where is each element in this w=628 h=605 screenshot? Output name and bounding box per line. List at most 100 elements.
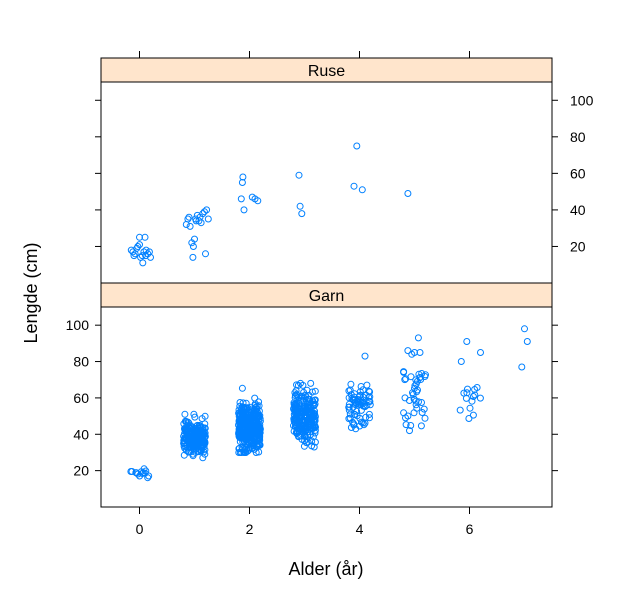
- point-garn-age-6: [462, 394, 470, 402]
- point-ruse: [139, 259, 147, 267]
- point-garn: [414, 334, 422, 342]
- point-garn-age-5: [401, 376, 409, 384]
- point-garn-age-5: [418, 409, 426, 416]
- point-ruse: [404, 190, 412, 197]
- point-garn-age-1: [198, 442, 206, 450]
- point-ruse: [203, 206, 211, 214]
- point-garn-age-3: [303, 419, 311, 427]
- strips: Ruse Garn: [100, 57, 553, 308]
- point-garn-age-3: [298, 392, 306, 400]
- point-garn-age-5: [410, 409, 418, 417]
- y-tick-label: 100: [66, 317, 90, 333]
- y-tick-label: 20: [570, 238, 586, 254]
- point-ruse: [136, 233, 143, 241]
- point-ruse: [239, 173, 247, 181]
- point-ruse: [186, 222, 194, 230]
- point-garn-age-3: [297, 379, 304, 387]
- point-garn-age-1: [201, 424, 209, 432]
- point-garn-age-6: [473, 384, 481, 391]
- point-garn-age-5: [405, 397, 413, 404]
- point-garn-age-4: [351, 398, 359, 406]
- point-ruse: [184, 215, 192, 223]
- point-garn: [404, 347, 412, 355]
- y-tick-label: 40: [570, 202, 586, 218]
- point-garn-age-3: [291, 409, 299, 417]
- point-garn-age-2: [241, 438, 249, 446]
- y-tick-label: 20: [73, 463, 89, 479]
- point-ruse: [240, 206, 248, 214]
- point-garn-age-5: [409, 391, 417, 398]
- data-points: [127, 142, 531, 482]
- point-garn-age-3: [304, 408, 312, 416]
- point-garn-age-3: [310, 402, 318, 409]
- point-garn-age-3: [310, 411, 317, 419]
- point-garn-age-3: [293, 391, 301, 399]
- point-garn: [477, 349, 484, 356]
- point-garn-age-3: [299, 428, 307, 436]
- point-garn-age-2: [255, 398, 263, 406]
- point-garn-age-1: [191, 413, 199, 421]
- point-ruse: [254, 197, 262, 205]
- point-garn-age-3: [311, 387, 319, 395]
- point-garn-age-2: [240, 419, 248, 427]
- point-garn-age-6: [476, 394, 484, 402]
- point-garn-age-0: [128, 468, 136, 475]
- point-garn-age-4: [366, 398, 374, 405]
- point-garn-age-3: [310, 418, 318, 426]
- point-garn-age-4: [361, 403, 369, 411]
- point-garn-age-2: [253, 424, 261, 432]
- point-garn-age-5: [411, 382, 419, 390]
- x-tick-label: 2: [246, 521, 254, 537]
- point-garn-age-1: [181, 410, 189, 418]
- point-garn-age-4: [346, 410, 354, 418]
- point-garn-age-1: [182, 428, 190, 436]
- point-garn-age-2: [242, 445, 250, 453]
- point-ruse: [134, 243, 142, 250]
- point-garn-age-2: [242, 449, 250, 456]
- point-ruse: [197, 219, 205, 227]
- point-garn-age-2: [237, 409, 245, 417]
- point-ruse: [136, 241, 143, 249]
- point-garn-age-6: [456, 406, 464, 414]
- point-garn-age-2: [255, 411, 263, 419]
- point-garn-age-4: [357, 383, 365, 390]
- point-garn-age-5: [402, 414, 409, 422]
- point-garn-age-2: [235, 444, 243, 452]
- point-garn-age-5: [417, 422, 425, 430]
- point-garn-age-2: [252, 418, 260, 425]
- point-garn-age-2: [235, 425, 243, 433]
- point-garn-age-1: [193, 432, 201, 440]
- point-garn-age-0: [144, 474, 152, 482]
- point-garn: [523, 338, 531, 345]
- point-garn-age-4: [346, 414, 354, 422]
- point-garn-age-2: [248, 408, 255, 416]
- point-garn-age-5: [421, 373, 429, 380]
- point-garn-age-2: [237, 432, 245, 440]
- point-garn-age-3: [306, 431, 314, 439]
- point-garn-age-3: [311, 426, 319, 434]
- point-garn-age-5: [420, 405, 428, 413]
- point-garn-age-2: [244, 428, 251, 436]
- point-garn-age-6: [466, 404, 474, 412]
- point-garn: [463, 338, 471, 345]
- point-garn: [521, 325, 528, 333]
- y-tick-label: 40: [73, 426, 89, 442]
- point-garn: [457, 358, 465, 365]
- point-garn-age-2: [251, 401, 259, 409]
- point-garn-age-4: [345, 387, 353, 395]
- point-garn-age-2: [256, 441, 264, 448]
- point-garn-age-1: [189, 432, 197, 440]
- point-garn-age-4: [350, 420, 358, 428]
- point-garn-age-2: [247, 437, 255, 445]
- point-garn: [408, 350, 416, 358]
- point-garn-age-4: [357, 406, 365, 414]
- point-garn-age-3: [304, 395, 312, 403]
- strip-ruse: [100, 57, 553, 83]
- point-garn-age-5: [418, 399, 425, 406]
- point-garn-age-3: [305, 391, 313, 399]
- point-garn-age-5: [406, 427, 413, 435]
- point-garn-age-0: [134, 470, 142, 478]
- point-garn-age-3: [298, 424, 305, 432]
- point-ruse: [147, 253, 154, 261]
